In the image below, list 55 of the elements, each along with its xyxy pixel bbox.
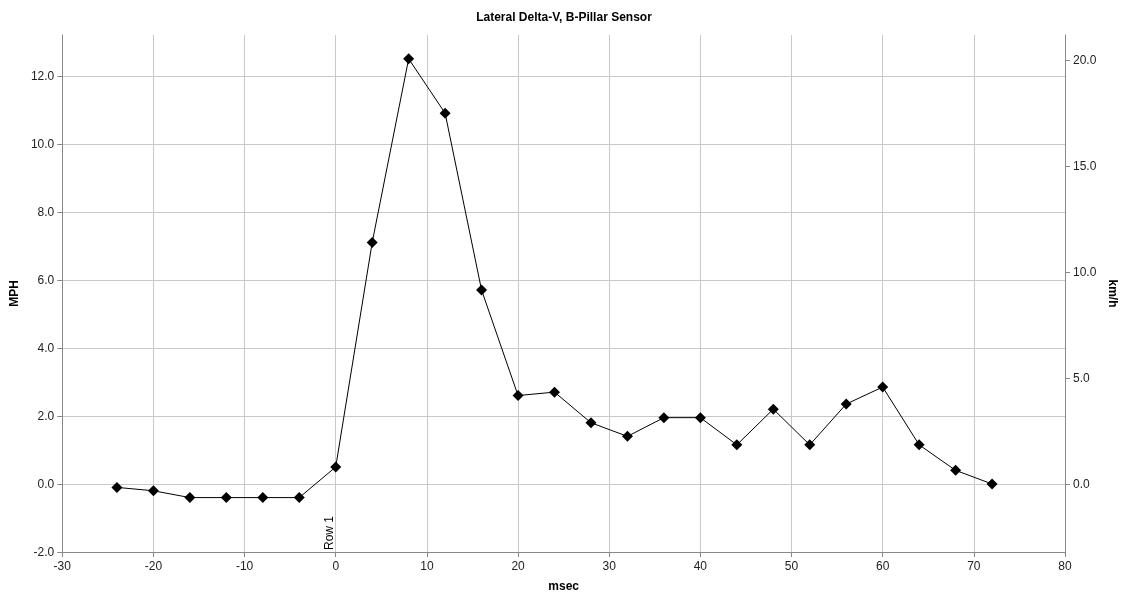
point: [111, 481, 123, 493]
point: [512, 390, 524, 402]
y2-axis-title: km/h: [1106, 279, 1121, 308]
y-tick-label: -2.0: [33, 545, 55, 559]
point: [366, 236, 378, 248]
x-tick-label: -30: [53, 559, 72, 573]
point: [950, 464, 962, 476]
point: [330, 461, 342, 473]
y-tick-label: 2.0: [37, 408, 55, 423]
x-axis-title: msec: [548, 579, 580, 593]
x-tick-label: 10: [420, 559, 434, 573]
x-tick-label: 40: [693, 559, 708, 573]
y-tick-label: 0.0: [37, 476, 55, 491]
point: [549, 386, 561, 398]
point: [767, 403, 779, 415]
point: [804, 439, 816, 451]
y2-tick-label: 20.0: [1073, 53, 1097, 68]
point: [220, 492, 232, 504]
y2-tick-label: 15.0: [1073, 159, 1097, 174]
point: [585, 417, 597, 429]
point: [731, 439, 743, 451]
x-tick-label: 30: [602, 559, 617, 573]
y2-tick-label: 5.0: [1073, 371, 1091, 386]
chart-title: Lateral Delta-V, B-Pillar Sensor: [476, 10, 653, 24]
x-tick-label: 20: [511, 559, 526, 573]
point: [439, 107, 451, 119]
y-tick-label: 12.0: [30, 68, 55, 83]
x-tick-label: -10: [235, 559, 254, 573]
x-tick-label: 60: [876, 559, 890, 573]
x-tick-label: 80: [1058, 559, 1072, 573]
x-tick-label: 70: [967, 559, 981, 573]
x-tick-label: 50: [784, 559, 799, 573]
y-tick-label: 6.0: [37, 272, 55, 287]
point: [840, 398, 852, 410]
y2-tick-label: 0.0: [1073, 477, 1091, 492]
point: [986, 478, 998, 490]
point: [257, 492, 269, 504]
y-tick-label: 10.0: [30, 136, 55, 151]
x-tick-label: -20: [144, 559, 163, 573]
point: [913, 439, 925, 451]
point: [658, 412, 670, 424]
annotation: Row 1: [322, 515, 336, 550]
x-tick-label: 0: [332, 559, 340, 573]
point: [293, 492, 305, 504]
y-tick-label: 8.0: [37, 204, 55, 219]
point: [147, 485, 159, 497]
point: [476, 284, 488, 296]
point: [403, 53, 415, 65]
point: [184, 492, 196, 504]
point: [621, 430, 633, 442]
y-axis-title: MPH: [7, 280, 21, 307]
point: [694, 412, 706, 424]
y-tick-label: 4.0: [37, 340, 55, 355]
point: [877, 381, 889, 393]
y2-tick-label: 10.0: [1073, 265, 1097, 280]
